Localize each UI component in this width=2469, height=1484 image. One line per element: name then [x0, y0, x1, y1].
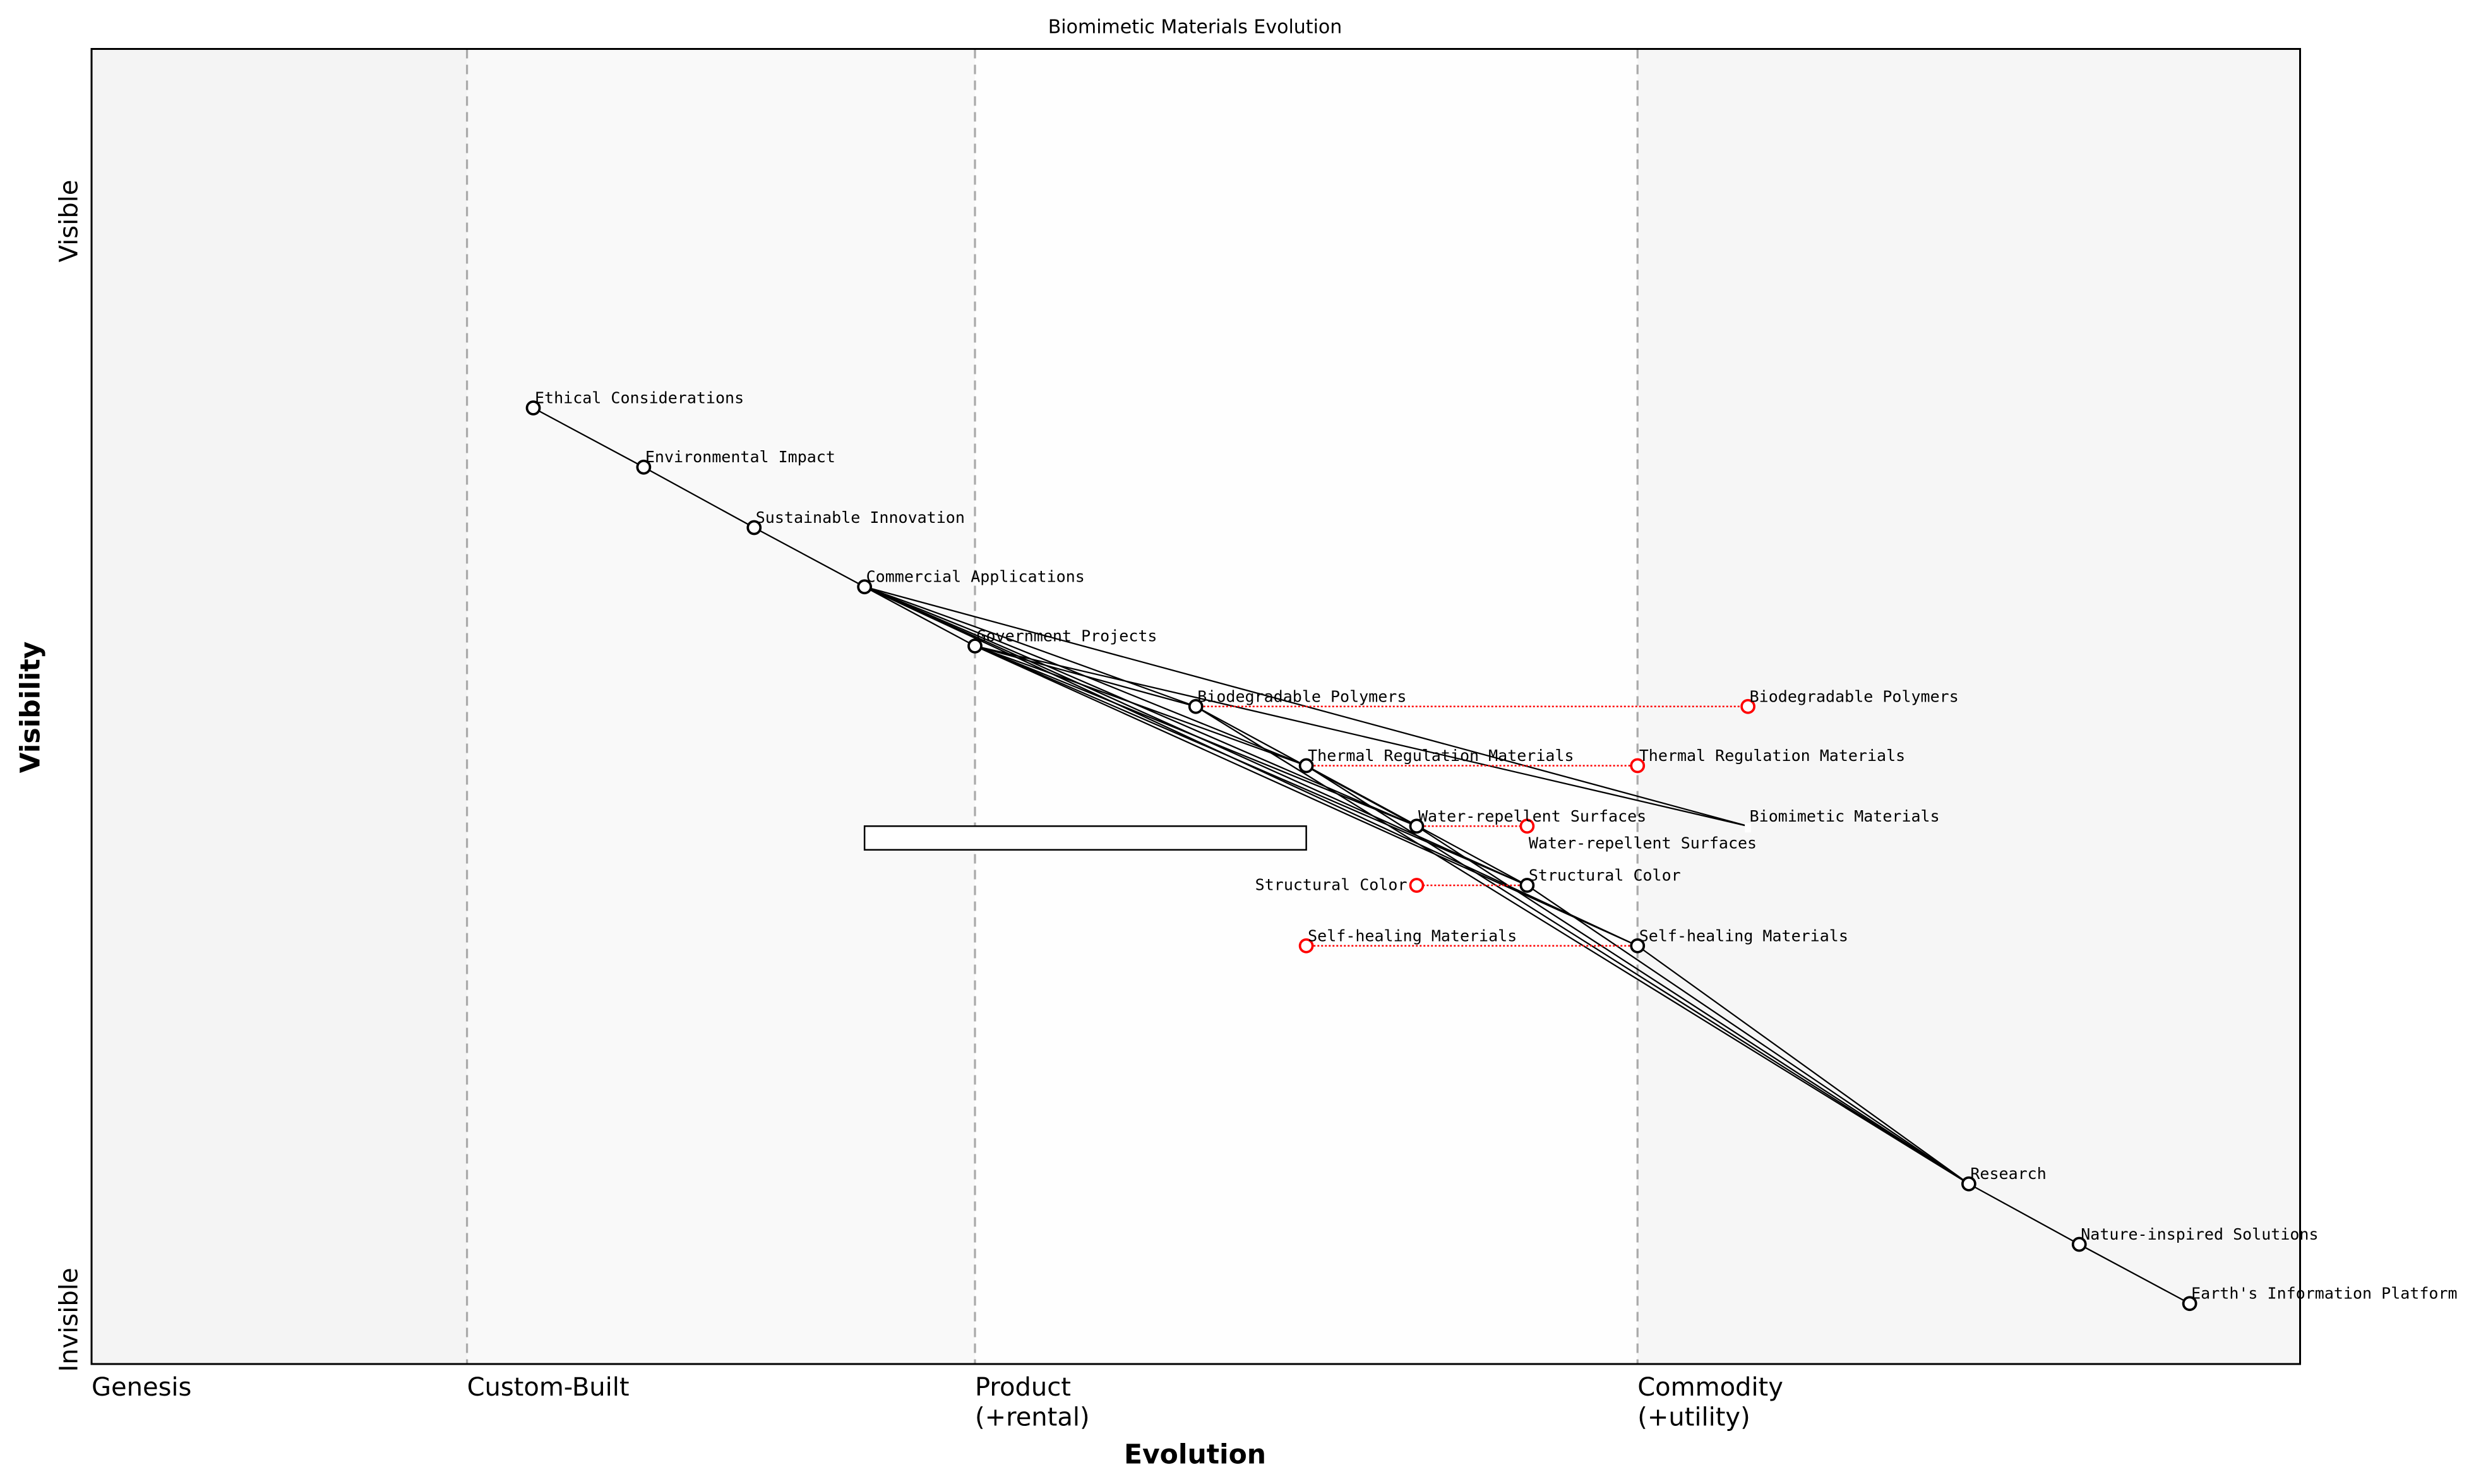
evolved-component-marker	[1298, 938, 1314, 954]
component-label: Biodegradable Polymers	[1197, 687, 1406, 705]
component-marker	[1298, 758, 1314, 774]
stage-band	[92, 49, 467, 1364]
component-label: Research	[1970, 1164, 2046, 1183]
component-label: Nature-inspired Solutions	[2081, 1225, 2318, 1243]
stage-band	[467, 49, 975, 1364]
x-tick-label: Genesis	[92, 1373, 191, 1402]
component-marker	[967, 638, 983, 654]
link-ethical-env	[532, 407, 644, 468]
pipeline	[863, 825, 1307, 851]
component-label: Commercial Applications	[866, 568, 1085, 586]
component-label: Structural Color	[1529, 866, 1681, 884]
x-tick-label: Custom-Built	[467, 1373, 630, 1402]
component-marker	[1188, 698, 1204, 714]
component-marker	[2071, 1236, 2087, 1252]
link-self-research	[1637, 945, 1970, 1185]
component-marker	[1745, 823, 1752, 833]
link-sus-com	[753, 527, 865, 588]
link-gov-bio	[974, 645, 1197, 707]
y-tick-invisible: Invisible	[55, 1268, 84, 1372]
evolved-component-marker	[1740, 698, 1755, 714]
x-axis-label: Evolution	[1124, 1440, 1266, 1471]
component-label: Environmental Impact	[645, 448, 835, 466]
link-bio-research	[1195, 705, 1970, 1185]
evolved-component-marker	[1409, 878, 1425, 893]
evolved-component-label: Water-repellent Surfaces	[1529, 834, 1757, 852]
pipeline-box	[863, 825, 1307, 851]
link-gov-struct	[974, 645, 1527, 887]
chart-title: Biomimetic Materials Evolution	[1048, 16, 1342, 39]
x-tick-label: Commodity (+utility)	[1637, 1373, 1783, 1432]
link-thermal-research	[1306, 765, 1970, 1185]
component-label: Thermal Regulation Materials	[1308, 746, 1574, 765]
plot-frame	[90, 48, 2301, 1365]
x-tick-line: (+rental)	[975, 1403, 1090, 1432]
evolved-component-label: Biodegradable Polymers	[1750, 687, 1959, 705]
link-env-sus	[643, 466, 755, 529]
x-tick-line: (+utility)	[1637, 1403, 1750, 1432]
link-gov-water	[974, 645, 1417, 827]
evolution-markers	[1195, 705, 1749, 947]
evolved-component-label: Structural Color	[1255, 875, 1408, 894]
component-label: Earth's Information Platform	[2191, 1284, 2457, 1303]
component-label: Biomimetic Materials	[1750, 807, 1940, 825]
evolved-component-label: Self-healing Materials	[1308, 926, 1517, 945]
x-tick-line: Genesis	[92, 1373, 191, 1402]
x-tick-line: Custom-Built	[467, 1373, 630, 1402]
x-tick-labels: Genesis Custom-Built Product (+rental) Commo…	[92, 1373, 1783, 1432]
link-gov-biomim	[974, 645, 1749, 827]
stage-dividers	[465, 49, 1639, 1364]
component-label: Sustainable Innovation	[756, 508, 965, 527]
link-research-nature	[1968, 1183, 2080, 1245]
x-tick-line: Commodity	[1637, 1373, 1783, 1402]
evolved-component-marker	[1630, 758, 1646, 774]
link-gov-self	[974, 645, 1638, 947]
component-marker	[1630, 938, 1646, 954]
component-marker	[1409, 818, 1425, 834]
components: Biodegradable Polymers Thermal Regulation…	[525, 389, 2458, 1312]
link-water-research	[1416, 825, 1970, 1185]
component-marker	[2182, 1296, 2197, 1312]
link-nature-earth	[2079, 1243, 2191, 1305]
component-marker	[1519, 878, 1535, 893]
dependency-links	[532, 407, 2191, 1305]
link-gov-thermal	[974, 645, 1307, 767]
component-marker	[857, 579, 873, 595]
component-marker	[525, 400, 541, 416]
link-com-gov	[864, 586, 976, 647]
component-label: Self-healing Materials	[1639, 926, 1848, 945]
link-com-bio	[864, 586, 1197, 707]
link-struct-research	[1526, 885, 1970, 1185]
y-tick-visible: Visible	[55, 180, 84, 263]
evolved-component-label: Thermal Regulation Materials	[1639, 746, 1905, 765]
component-label: Water-repellent Surfaces	[1418, 807, 1646, 825]
component-label: Government Projects	[977, 626, 1157, 645]
component-marker	[1961, 1176, 1976, 1192]
component-marker	[746, 520, 762, 536]
y-axis-label: Visibility	[16, 642, 47, 774]
component-marker	[636, 459, 652, 475]
evolved-component-marker	[1519, 818, 1535, 834]
component-label: Ethical Considerations	[535, 389, 744, 407]
x-tick-line: Product	[975, 1373, 1071, 1402]
x-tick-label: Product (+rental)	[975, 1373, 1090, 1432]
stage-band	[1637, 49, 2300, 1364]
